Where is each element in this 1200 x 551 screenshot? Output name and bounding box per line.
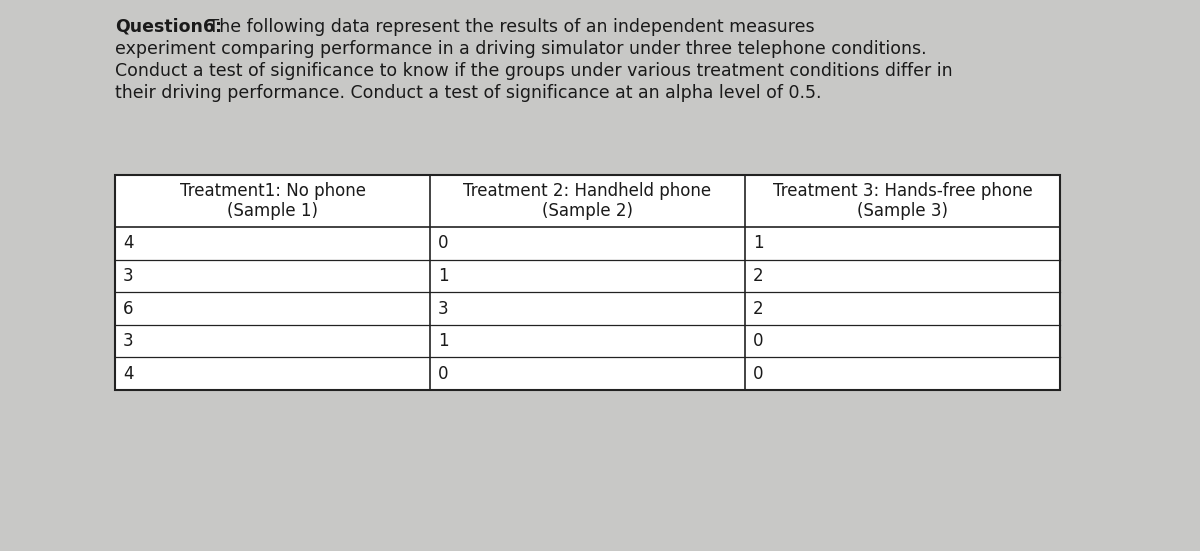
Text: 0: 0 [754, 365, 763, 383]
Text: 0: 0 [438, 365, 449, 383]
Text: Treatment 3: Hands-free phone
(Sample 3): Treatment 3: Hands-free phone (Sample 3) [773, 182, 1032, 220]
Text: 4: 4 [124, 234, 133, 252]
Text: The following data represent the results of an independent measures: The following data represent the results… [203, 18, 815, 36]
Text: 0: 0 [438, 234, 449, 252]
Text: 3: 3 [438, 300, 449, 317]
Text: 4: 4 [124, 365, 133, 383]
Text: 3: 3 [124, 332, 133, 350]
Text: 1: 1 [438, 267, 449, 285]
Text: experiment comparing performance in a driving simulator under three telephone co: experiment comparing performance in a dr… [115, 40, 926, 58]
Text: 2: 2 [754, 267, 763, 285]
Text: 3: 3 [124, 267, 133, 285]
Text: Question6:: Question6: [115, 18, 222, 36]
Text: 0: 0 [754, 332, 763, 350]
Text: their driving performance. Conduct a test of significance at an alpha level of 0: their driving performance. Conduct a tes… [115, 84, 822, 102]
Text: 2: 2 [754, 300, 763, 317]
Text: 1: 1 [438, 332, 449, 350]
Text: 1: 1 [754, 234, 763, 252]
Text: Treatment 2: Handheld phone
(Sample 2): Treatment 2: Handheld phone (Sample 2) [463, 182, 712, 220]
Text: Treatment1: No phone
(Sample 1): Treatment1: No phone (Sample 1) [180, 182, 366, 220]
Text: Conduct a test of significance to know if the groups under various treatment con: Conduct a test of significance to know i… [115, 62, 953, 80]
Text: 6: 6 [124, 300, 133, 317]
